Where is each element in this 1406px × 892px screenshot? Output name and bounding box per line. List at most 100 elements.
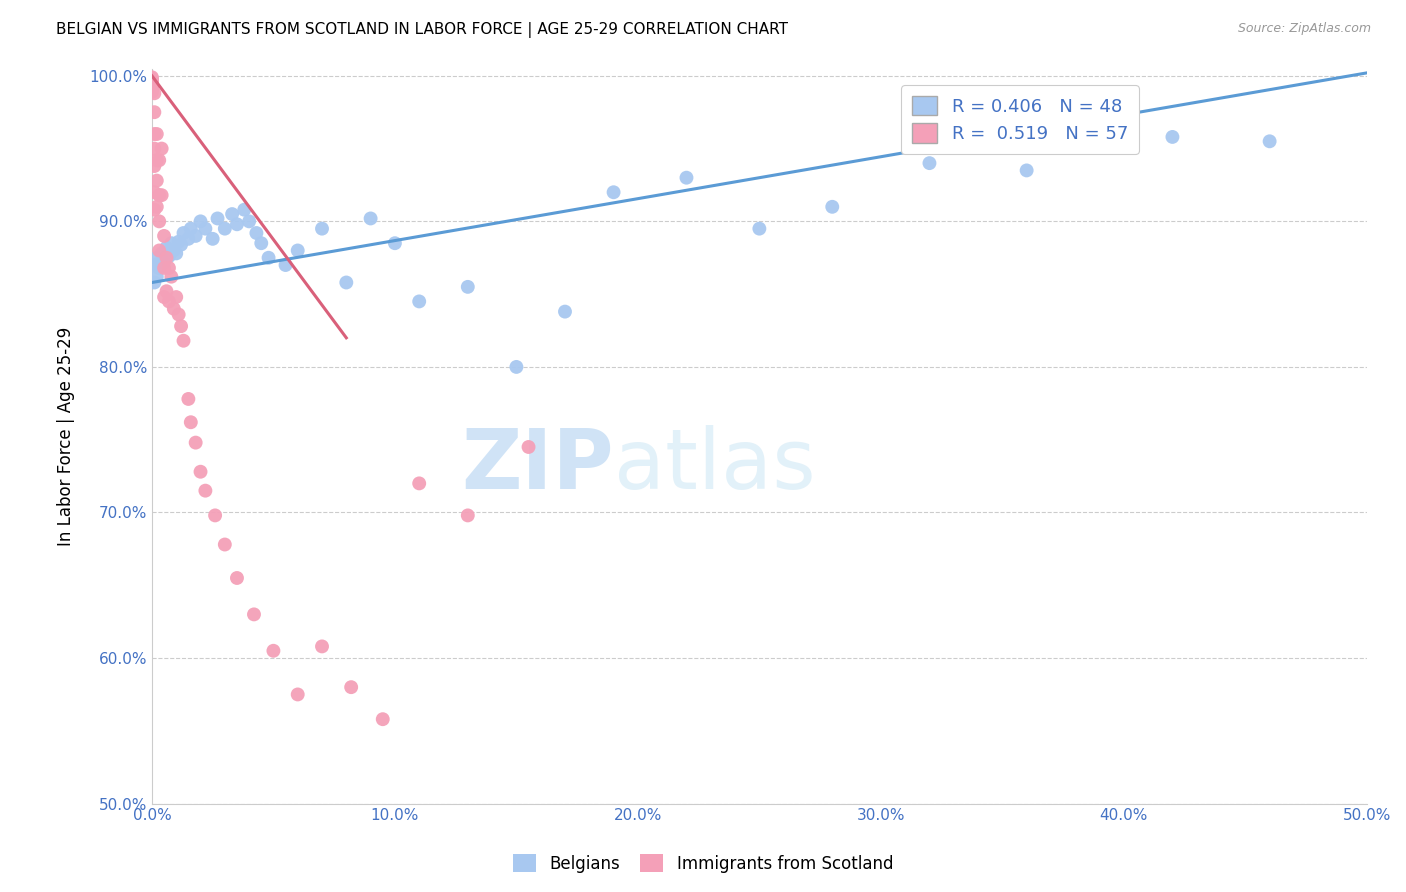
Point [201,232,224,246]
Point [160,236,183,251]
Point [148,188,170,202]
Text: Source: ZipAtlas.com: Source: ZipAtlas.com [1237,22,1371,36]
Point [748,221,770,235]
Point [245,226,267,240]
Point [262,644,284,658]
Legend: Belgians, Immigrants from Scotland: Belgians, Immigrants from Scotland [506,847,900,880]
Point [157,260,180,275]
Point [150,246,173,260]
Point [153,260,176,275]
Point [170,319,193,334]
Point [554,304,576,318]
Point [408,294,430,309]
Point [143,186,166,200]
Point [155,284,177,298]
Legend: R = 0.406   N = 48, R =  0.519   N = 57: R = 0.406 N = 48, R = 0.519 N = 57 [901,85,1139,153]
Point [141,80,163,95]
Point [194,483,217,498]
Point [173,334,195,348]
Point [505,359,527,374]
Point [1161,130,1184,145]
Point [155,251,177,265]
Point [163,244,186,258]
Point [226,571,249,585]
Point [257,251,280,265]
Point [146,251,169,265]
Point [190,214,212,228]
Point [226,217,249,231]
Point [141,70,163,85]
Point [184,228,207,243]
Point [146,173,169,187]
Point [238,214,260,228]
Point [457,508,479,523]
Point [335,276,357,290]
Point [214,221,236,235]
Point [204,508,226,523]
Point [287,688,309,702]
Point [184,435,207,450]
Point [177,232,200,246]
Point [170,237,193,252]
Point [153,290,176,304]
Point [143,159,166,173]
Point [821,200,844,214]
Text: atlas: atlas [613,425,815,506]
Point [143,87,166,101]
Point [1015,163,1038,178]
Point [150,188,173,202]
Point [167,308,190,322]
Point [384,236,406,251]
Point [146,153,169,168]
Point [141,73,163,87]
Point [457,280,479,294]
Point [340,680,363,694]
Point [157,294,180,309]
Point [143,258,166,272]
Point [207,211,229,226]
Point [180,221,202,235]
Point [141,76,163,90]
Point [155,241,177,255]
Point [250,236,273,251]
Point [141,78,163,92]
Point [360,211,382,226]
Point [148,260,170,275]
Point [141,82,163,96]
Point [148,244,170,258]
Point [243,607,266,622]
Point [143,105,166,120]
Point [160,269,183,284]
Point [141,75,163,89]
Point [165,246,187,260]
Text: ZIP: ZIP [461,425,613,506]
Point [311,221,333,235]
Point [163,301,186,316]
Point [153,228,176,243]
Point [190,465,212,479]
Point [180,415,202,429]
Point [148,214,170,228]
Point [150,142,173,156]
Text: BELGIAN VS IMMIGRANTS FROM SCOTLAND IN LABOR FORCE | AGE 25-29 CORRELATION CHART: BELGIAN VS IMMIGRANTS FROM SCOTLAND IN L… [56,22,789,38]
Point [165,290,187,304]
Point [408,476,430,491]
Point [214,537,236,551]
Point [167,235,190,249]
Point [141,85,163,99]
Point [141,78,163,93]
Point [602,186,624,200]
Point [153,255,176,269]
Y-axis label: In Labor Force | Age 25-29: In Labor Force | Age 25-29 [58,326,75,546]
Point [221,207,243,221]
Point [311,640,333,654]
Point [371,712,394,726]
Point [157,249,180,263]
Point [148,153,170,168]
Point [173,226,195,240]
Point [675,170,697,185]
Point [143,276,166,290]
Point [143,202,166,217]
Point [177,392,200,406]
Point [141,71,163,86]
